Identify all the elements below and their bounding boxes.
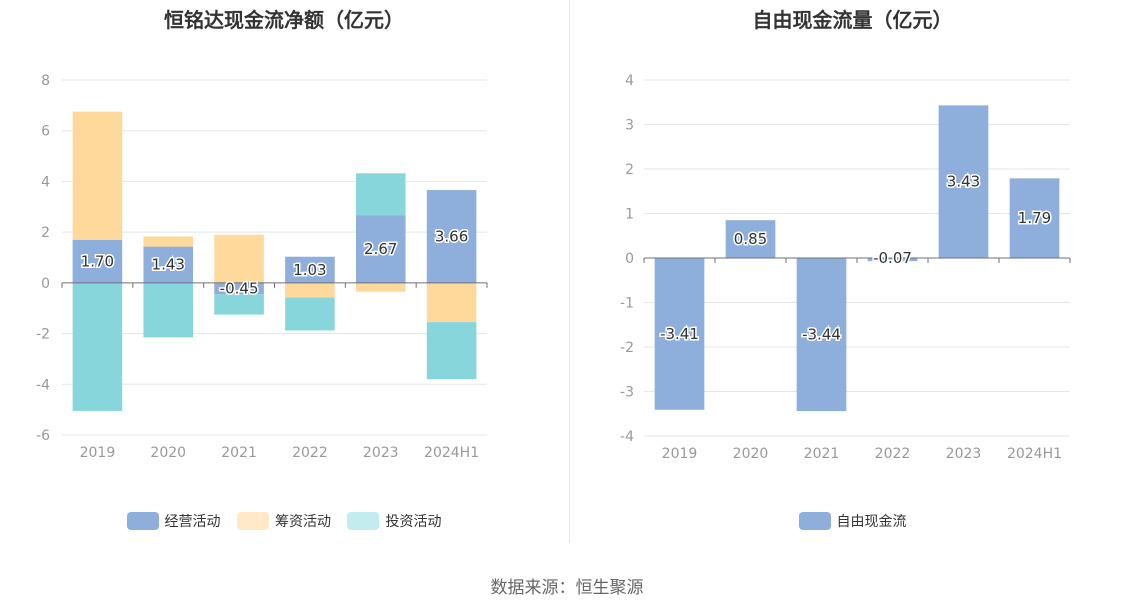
legend-item-investing[interactable]: 投资活动 (347, 511, 441, 531)
y-tick-label: -2 (36, 327, 50, 343)
bar-primary (796, 258, 847, 412)
x-tick-label: 2019 (662, 446, 698, 462)
x-tick-label: 2020 (150, 445, 186, 461)
x-tick-label: 2020 (733, 446, 769, 462)
x-tick-label: 2021 (804, 446, 840, 462)
y-tick-label: 8 (41, 73, 50, 89)
x-tick-label: 2024H1 (424, 445, 479, 461)
y-tick-label: 0 (625, 251, 634, 267)
x-tick-label: 2022 (292, 445, 328, 461)
legend-label: 经营活动 (164, 514, 221, 530)
data-label: 1.43 (152, 256, 185, 274)
x-tick-label: 2022 (875, 446, 911, 462)
bar-primary (725, 220, 776, 258)
bar-primary (355, 215, 406, 283)
bar-series-1 (355, 282, 406, 292)
bar-series-2 (355, 173, 406, 216)
bar-primary (426, 190, 477, 283)
bar-series-1 (72, 111, 123, 240)
legend-label: 自由现金流 (836, 514, 907, 530)
bar-primary (72, 239, 123, 283)
y-tick-label: 4 (41, 174, 50, 190)
x-tick-label: 2023 (946, 446, 982, 462)
bar-primary (654, 258, 705, 410)
data-label: 0.85 (734, 230, 767, 248)
bar-primary (143, 246, 194, 283)
y-tick-label: 2 (41, 225, 50, 241)
y-tick-label: -3 (620, 385, 634, 401)
panel-divider (569, 0, 570, 543)
data-source: 数据来源：恒生聚源 (490, 578, 644, 598)
legend-item-free-cashflow[interactable]: 自由现金流 (798, 511, 907, 531)
bar-series-2 (143, 282, 194, 338)
y-tick-label: 4 (625, 73, 634, 89)
bar-primary (938, 105, 989, 259)
y-tick-label: 3 (625, 118, 634, 134)
y-tick-label: -2 (620, 340, 634, 356)
legend-label: 筹资活动 (275, 514, 331, 530)
bar-primary (1009, 178, 1060, 258)
chart-legend: 自由现金流 (571, 511, 1134, 531)
bar-primary (867, 258, 918, 262)
bar-series-2 (426, 322, 477, 380)
legend-swatch (126, 512, 159, 530)
data-label: 1.79 (1018, 209, 1051, 227)
data-label: 3.43 (947, 173, 980, 191)
x-tick-label: 2021 (221, 445, 257, 461)
y-tick-label: -1 (620, 296, 634, 312)
free-cashflow-chart: -4 -3 -2 -1 0 1 2 3 4 2019 2020 2021 2022 2023 2024H1 -… (620, 73, 1071, 462)
bar-series-2 (214, 294, 264, 315)
data-label: 3.66 (435, 227, 468, 245)
bar-primary (214, 282, 264, 295)
y-tick-label: 2 (625, 162, 634, 178)
y-tick-label: -4 (620, 429, 634, 445)
chart-title: 恒铭达现金流净额（亿元） (164, 8, 404, 32)
cashflow-chart: -6 -4 -2 0 2 4 6 8 2019 2020 2021 2022 2023 2024H1 1.7… (36, 73, 488, 461)
chart-legend: 经营活动 筹资活动 投资活动 (0, 511, 568, 531)
y-tick-label: 1 (625, 207, 634, 223)
bar-series-2 (72, 282, 123, 411)
data-label: -0.07 (873, 249, 912, 267)
legend-swatch (237, 512, 269, 530)
free-cashflow-chart-panel: 自由现金流量（亿元） -4 -3 -2 -1 0 1 2 3 4 2019 2020 2021 2022… (571, 0, 1134, 545)
data-label: -3.44 (802, 326, 841, 344)
legend-item-operating[interactable]: 经营活动 (126, 511, 221, 531)
bar-series-1 (285, 282, 335, 298)
data-label: 1.70 (81, 252, 114, 270)
y-tick-label: -6 (36, 428, 50, 444)
y-tick-label: -4 (36, 377, 50, 393)
data-label: 1.03 (293, 261, 326, 279)
legend-label: 投资活动 (385, 514, 442, 530)
legend-swatch (798, 512, 831, 530)
cashflow-chart-panel: 恒铭达现金流净额（亿元） -6 -4 -2 0 2 4 6 8 2019 2020 2021 2022… (0, 0, 568, 545)
bar-series-1 (214, 234, 264, 283)
bar-series-1 (426, 282, 477, 323)
bar-series-2 (285, 297, 335, 331)
x-tick-label: 2019 (80, 445, 116, 461)
legend-item-financing[interactable]: 筹资活动 (237, 511, 331, 531)
y-tick-label: 6 (41, 124, 50, 140)
chart-title: 自由现金流量（亿元） (752, 8, 953, 32)
legend-swatch (347, 512, 380, 530)
data-label: -3.41 (660, 325, 699, 343)
bar-series-1 (143, 236, 194, 247)
bar-primary (285, 256, 335, 283)
x-tick-label: 2023 (363, 445, 399, 461)
data-label: 2.67 (364, 240, 397, 258)
y-tick-label: 0 (41, 276, 50, 292)
x-tick-label: 2024H1 (1007, 446, 1062, 462)
data-label: -0.45 (220, 280, 259, 298)
